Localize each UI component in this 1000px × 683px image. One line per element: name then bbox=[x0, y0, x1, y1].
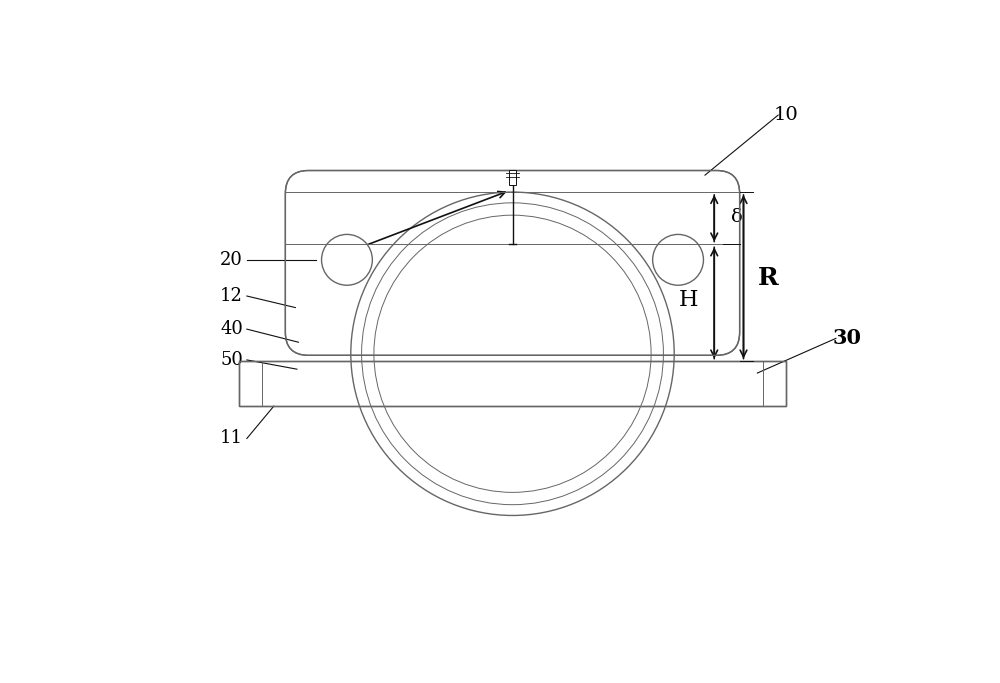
Bar bbox=[509, 170, 516, 185]
Text: δ: δ bbox=[731, 208, 743, 225]
Text: 20: 20 bbox=[220, 251, 243, 269]
Text: 30: 30 bbox=[833, 329, 862, 348]
Text: 40: 40 bbox=[220, 320, 243, 338]
Bar bbox=[239, 361, 786, 406]
Circle shape bbox=[322, 234, 372, 285]
Text: 50: 50 bbox=[220, 351, 243, 369]
FancyBboxPatch shape bbox=[285, 171, 740, 355]
Text: R: R bbox=[758, 266, 779, 290]
Text: H: H bbox=[678, 289, 698, 311]
Text: 11: 11 bbox=[220, 430, 243, 447]
Text: 10: 10 bbox=[773, 106, 798, 124]
Circle shape bbox=[653, 234, 703, 285]
Text: 12: 12 bbox=[220, 287, 243, 305]
Bar bbox=[239, 361, 786, 406]
